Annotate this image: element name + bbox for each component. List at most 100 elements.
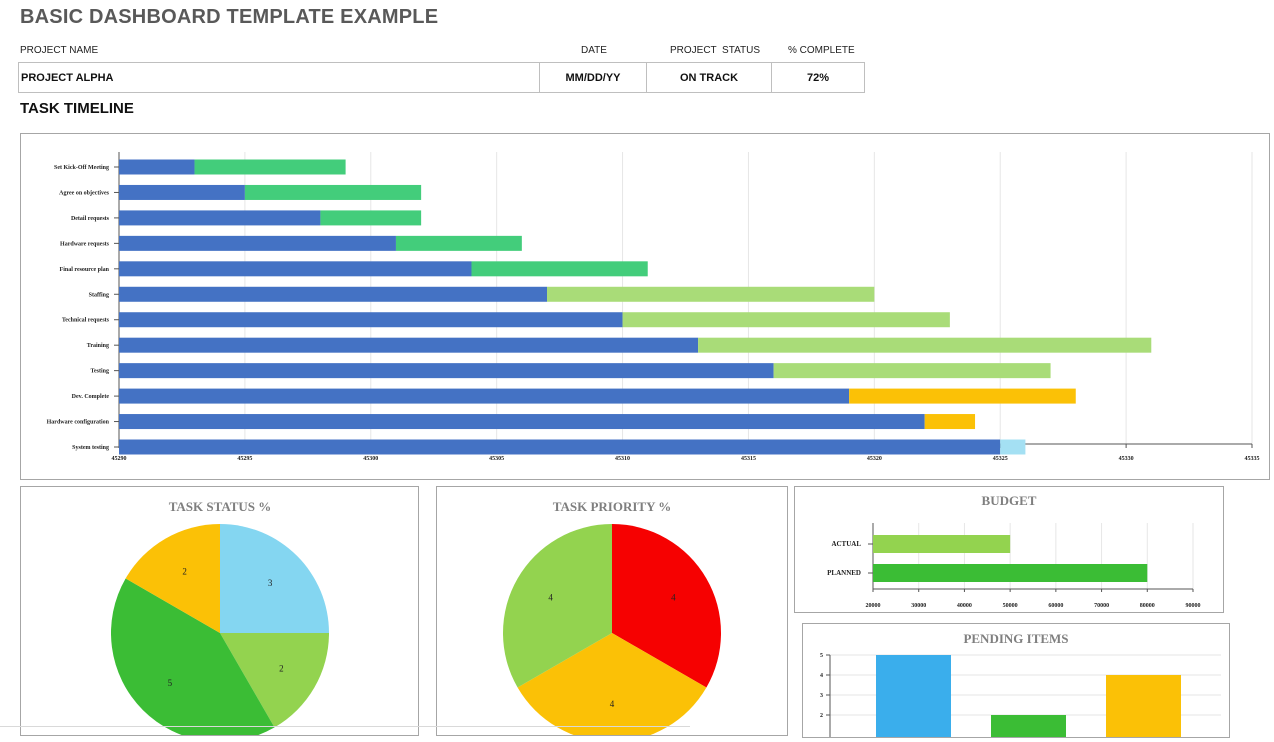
task-status-slice-label: 2 (182, 567, 187, 577)
gantt-task-label: Testing (91, 369, 109, 375)
budget-x-tick-label: 50000 (1003, 603, 1018, 609)
gantt-duration-bar (773, 363, 1051, 379)
percent-complete-value[interactable]: 72% (806, 71, 830, 84)
gantt-x-tick-label: 45310 (615, 456, 630, 462)
gantt-start-bar (119, 261, 472, 277)
gantt-start-bar (119, 235, 396, 251)
scroll-divider (0, 726, 690, 727)
pending-bar (1106, 675, 1181, 742)
budget-x-tick-label: 30000 (911, 603, 926, 609)
task-priority-slice (612, 524, 721, 688)
gantt-duration-bar (471, 261, 648, 277)
gantt-start-bar (119, 312, 623, 328)
gantt-duration-bar (547, 286, 875, 302)
task-status-slice-label: 5 (168, 678, 173, 688)
task-priority-slice-label: 4 (671, 593, 676, 603)
pending-items-panel: PENDING ITEMS 2 3 4 5 (802, 623, 1230, 742)
budget-x-tick-label: 40000 (957, 603, 972, 609)
gantt-panel: 45290 45295 45300 45305 45310 45315 45320 45325… (20, 133, 1270, 480)
pending-y-tick-label: 5 (820, 653, 823, 659)
gantt-task-label: Set Kick-Off Meeting (54, 165, 109, 171)
pending-bar (991, 715, 1066, 742)
budget-bar-chart: BUDGET 20000 30000 40000 50000 60000 70000 8000… (827, 493, 1201, 609)
gantt-x-tick-label: 45320 (867, 456, 882, 462)
task-priority-slice (503, 524, 612, 688)
task-timeline-heading: TASK TIMELINE (20, 100, 134, 117)
task-priority-title: TASK PRIORITY % (553, 499, 671, 514)
project-info-table: PROJECT ALPHA MM/DD/YY ON TRACK 72% (18, 62, 865, 93)
gantt-task-label: Hardware configuration (47, 420, 110, 426)
task-priority-slice-label: 4 (548, 593, 553, 603)
pending-y-tick-label: 4 (820, 673, 823, 679)
gantt-duration-bar (244, 184, 422, 200)
gantt-x-tick-label: 45330 (1119, 456, 1134, 462)
percent-complete-label: % COMPLETE (788, 45, 855, 56)
budget-bar (873, 535, 1011, 553)
gantt-task-label: Staffing (89, 292, 109, 298)
gantt-x-tick-label: 45325 (993, 456, 1008, 462)
gantt-start-bar (119, 286, 548, 302)
gantt-task-label: System testing (72, 445, 109, 451)
task-status-slice-label: 2 (279, 663, 284, 673)
project-name-label: PROJECT NAME (20, 45, 99, 56)
task-priority-slice (517, 633, 707, 742)
gantt-duration-bar (924, 414, 976, 430)
task-status-slice (220, 524, 329, 633)
task-priority-panel: TASK PRIORITY % 4 4 4 (436, 486, 788, 742)
date-label: DATE (581, 45, 607, 56)
gantt-task-label: Technical requests (62, 318, 110, 324)
project-name-value[interactable]: PROJECT ALPHA (19, 63, 540, 92)
gantt-duration-bar (1000, 439, 1026, 455)
gantt-duration-bar (849, 388, 1076, 404)
budget-x-tick-label: 20000 (866, 603, 881, 609)
gantt-x-tick-label: 45295 (237, 456, 252, 462)
date-value[interactable]: MM/DD/YY (540, 63, 647, 92)
gantt-start-bar (119, 337, 699, 353)
budget-bar (873, 564, 1148, 582)
gantt-start-bar (119, 414, 925, 430)
gantt-start-bar (119, 159, 195, 175)
task-status-slice (125, 524, 220, 633)
pending-y-tick-label: 2 (820, 713, 823, 719)
gantt-duration-bar (622, 312, 950, 328)
gantt-task-label: Final resource plan (60, 267, 110, 273)
gantt-x-tick-label: 45305 (489, 456, 504, 462)
pending-y-tick-label: 3 (820, 693, 823, 699)
budget-category-label: ACTUAL (831, 540, 861, 548)
budget-x-tick-label: 90000 (1186, 603, 1201, 609)
gantt-duration-bar (194, 159, 346, 175)
task-priority-slice-label: 4 (610, 699, 615, 709)
task-status-title: TASK STATUS % (169, 499, 272, 514)
budget-panel: BUDGET 20000 30000 40000 50000 60000 70000 8000… (794, 486, 1224, 613)
gantt-start-bar (119, 388, 850, 404)
gantt-chart: 45290 45295 45300 45305 45310 45315 45320 45325… (47, 152, 1260, 462)
gantt-task-label: Dev. Complete (72, 394, 110, 400)
pending-bar (876, 655, 951, 742)
task-status-panel: TASK STATUS % 3 2 5 2 (20, 486, 419, 742)
project-status-value[interactable]: ON TRACK (647, 63, 772, 92)
gantt-duration-bar (320, 210, 422, 226)
task-status-slice (220, 633, 329, 728)
task-status-slice (111, 578, 275, 742)
gantt-start-bar (119, 210, 321, 226)
gantt-task-label: Agree on objectives (59, 190, 110, 196)
budget-category-label: PLANNED (827, 569, 861, 577)
budget-title: BUDGET (982, 493, 1037, 508)
gantt-start-bar (119, 439, 1001, 455)
pending-items-bar-chart: PENDING ITEMS 2 3 4 5 (820, 631, 1221, 742)
dashboard-title: BASIC DASHBOARD TEMPLATE EXAMPLE (20, 6, 439, 28)
gantt-x-tick-label: 45315 (741, 456, 756, 462)
gantt-duration-bar (395, 235, 522, 251)
gantt-start-bar (119, 184, 245, 200)
pending-items-title: PENDING ITEMS (963, 631, 1068, 646)
gantt-duration-bar (698, 337, 1152, 353)
gantt-x-tick-label: 45335 (1245, 456, 1260, 462)
gantt-x-tick-label: 45290 (112, 456, 127, 462)
gantt-x-tick-label: 45300 (363, 456, 378, 462)
task-status-slice-label: 3 (268, 578, 273, 588)
gantt-start-bar (119, 363, 774, 379)
budget-x-tick-label: 80000 (1140, 603, 1155, 609)
budget-x-tick-label: 70000 (1094, 603, 1109, 609)
gantt-task-label: Hardware requests (60, 241, 110, 247)
gantt-task-label: Detail requests (71, 216, 110, 222)
